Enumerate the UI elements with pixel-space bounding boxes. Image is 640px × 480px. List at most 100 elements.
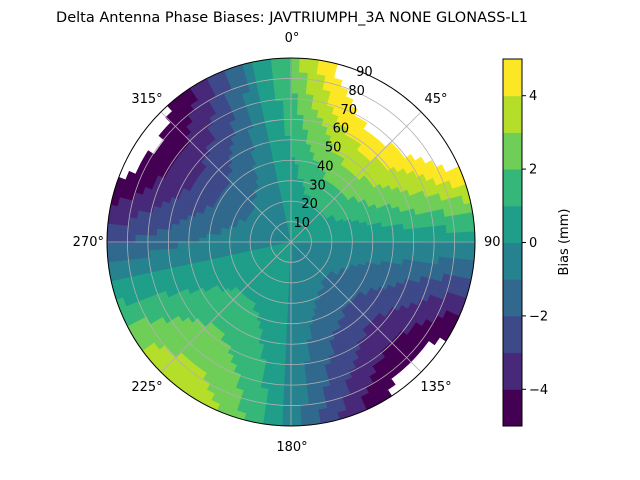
field-cell xyxy=(292,248,295,257)
field-cell xyxy=(265,197,272,206)
field-cell xyxy=(107,221,116,234)
field-cell xyxy=(441,198,451,211)
field-cell xyxy=(291,238,299,242)
field-cell xyxy=(268,374,278,384)
field-cell xyxy=(282,390,292,399)
field-cell xyxy=(262,237,271,240)
field-cell xyxy=(315,223,324,230)
field-cell xyxy=(316,168,324,178)
field-cell xyxy=(296,232,303,238)
field-cell xyxy=(436,208,446,220)
field-cell xyxy=(295,135,303,144)
field-cell xyxy=(295,230,301,237)
field-cell xyxy=(297,244,306,248)
field-cell xyxy=(320,270,329,278)
field-cell xyxy=(453,232,462,243)
field-cell xyxy=(287,227,290,236)
field-cell xyxy=(251,295,260,304)
field-cell xyxy=(309,227,317,233)
field-cell xyxy=(278,233,286,239)
field-cell xyxy=(294,228,299,236)
field-cell xyxy=(279,340,287,349)
field-cell xyxy=(326,283,335,293)
field-cell xyxy=(275,193,281,202)
field-cell xyxy=(252,220,261,227)
field-cell xyxy=(276,149,283,159)
field-cell xyxy=(258,254,267,261)
field-cell xyxy=(418,241,427,250)
field-cell xyxy=(319,178,328,188)
field-cell xyxy=(342,199,352,208)
field-cell xyxy=(310,278,317,287)
field-cell xyxy=(198,246,207,253)
field-cell xyxy=(259,94,270,104)
field-cell xyxy=(249,250,258,256)
field-cell xyxy=(323,210,332,218)
field-cell xyxy=(354,234,363,239)
field-cell xyxy=(229,286,239,295)
field-cell xyxy=(309,228,318,234)
field-cell xyxy=(217,267,227,275)
field-cell xyxy=(299,260,305,269)
field-cell xyxy=(319,170,327,180)
field-cell xyxy=(277,215,283,224)
field-cell xyxy=(361,325,373,337)
field-cell xyxy=(343,189,353,198)
field-cell xyxy=(255,186,263,195)
field-cell xyxy=(296,347,304,356)
field-cell xyxy=(294,305,299,314)
field-cell xyxy=(347,238,356,243)
field-cell xyxy=(219,237,228,243)
field-cell xyxy=(282,247,288,255)
field-cell xyxy=(265,278,272,287)
field-cell xyxy=(319,271,327,280)
field-cell xyxy=(267,180,274,190)
field-cell xyxy=(265,226,274,232)
field-cell xyxy=(361,237,370,243)
field-cell xyxy=(149,226,158,236)
field-cell xyxy=(254,296,263,306)
field-cell xyxy=(302,259,309,267)
field-cell xyxy=(298,185,304,194)
field-cell xyxy=(344,256,354,263)
field-cell xyxy=(293,227,297,236)
field-cell xyxy=(296,114,306,123)
field-cell xyxy=(261,258,270,265)
field-cell xyxy=(338,224,347,230)
field-cell xyxy=(322,268,331,276)
field-cell xyxy=(396,229,405,237)
field-cell xyxy=(331,252,340,258)
field-cell xyxy=(233,238,242,243)
field-cell xyxy=(305,256,313,263)
field-cell xyxy=(323,224,332,230)
field-cell xyxy=(248,264,257,272)
field-cell xyxy=(325,249,334,254)
field-cell xyxy=(284,242,291,246)
field-cell xyxy=(287,184,292,193)
field-cell xyxy=(200,317,212,328)
field-cell xyxy=(236,203,246,212)
field-cell xyxy=(308,252,317,258)
field-cell xyxy=(343,218,353,225)
field-cell xyxy=(304,243,313,246)
field-cell xyxy=(259,256,268,262)
field-cell xyxy=(273,396,284,406)
field-cell xyxy=(332,248,341,253)
field-cell xyxy=(318,246,327,250)
field-cell xyxy=(284,121,292,129)
field-cell xyxy=(184,241,193,249)
field-cell xyxy=(281,230,287,237)
field-cell xyxy=(260,257,269,264)
field-cell xyxy=(266,262,274,271)
field-cell xyxy=(321,155,330,165)
field-cell xyxy=(337,257,346,263)
field-cell xyxy=(255,243,263,246)
field-cell xyxy=(310,174,317,183)
field-cell xyxy=(251,171,260,181)
field-cell xyxy=(157,261,167,271)
field-cell xyxy=(352,202,362,211)
field-cell xyxy=(258,225,266,231)
field-cell xyxy=(253,218,262,225)
field-cell xyxy=(294,247,300,255)
field-cell xyxy=(302,217,309,225)
